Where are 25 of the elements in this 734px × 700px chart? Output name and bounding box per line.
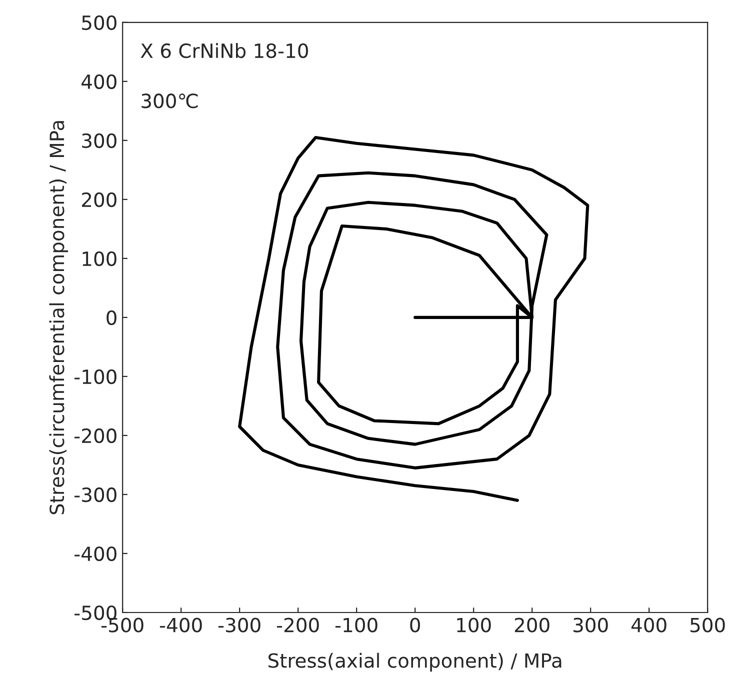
y-axis-title: Stress(circumferential component) / MPa [49,121,68,514]
x-axis-title: Stress(axial component) / MPa [268,652,562,672]
y-tick-label: 100 [82,251,116,266]
y-tick-label: -100 [74,369,116,384]
y-tick-label: 400 [82,74,116,90]
y-tick-label: -200 [74,428,116,444]
x-tick-label: -300 [218,618,260,632]
y-tick-label: 0 [106,310,116,326]
annotation: X 6 CrNiNb 18-10 [140,43,308,58]
x-tick-label: 0 [410,618,420,632]
y-tick-label: 500 [82,15,116,30]
x-tick-label: -400 [160,618,202,632]
x-tick-label: 100 [457,618,491,632]
x-tick-label: -200 [276,618,319,632]
x-tick-label: 300 [574,618,608,632]
x-tick-label: 400 [631,618,666,632]
y-tick-label: 200 [82,192,116,208]
x-tick-label: 200 [514,618,550,632]
y-tick-label: -300 [74,487,116,502]
x-tick-label: 500 [690,618,725,632]
x-tick-label: -100 [335,618,378,632]
y-tick-label: 300 [82,133,116,148]
y-tick-label: -400 [74,546,116,562]
line-series [238,136,590,502]
annotation: 300℃ [142,94,198,108]
